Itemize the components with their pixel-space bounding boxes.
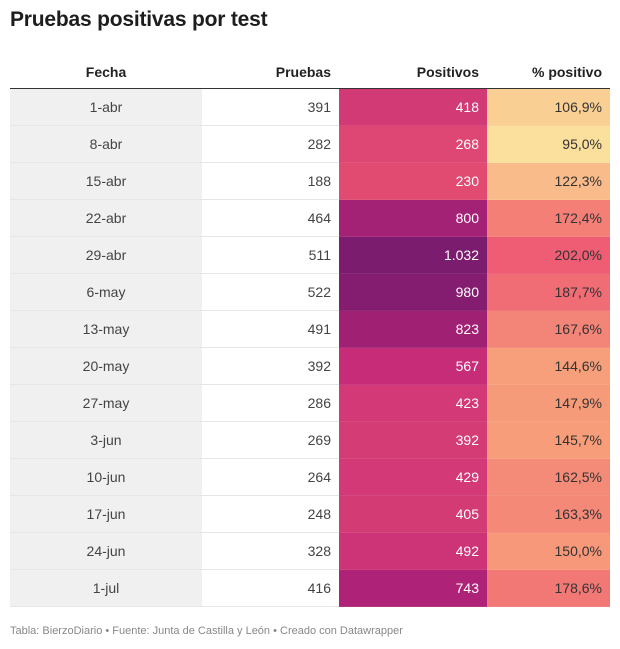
cell-pruebas: 248 bbox=[202, 495, 339, 533]
cell-pruebas: 464 bbox=[202, 199, 339, 237]
cell-pruebas: 264 bbox=[202, 458, 339, 496]
cell-fecha: 22-abr bbox=[10, 199, 202, 237]
table-row: 13-may 491 823 167,6% bbox=[10, 310, 610, 348]
footer-credits: Tabla: BierzoDiario • Fuente: Junta de C… bbox=[10, 625, 403, 637]
cell-positivos: 743 bbox=[339, 569, 487, 607]
table-row: 6-may 522 980 187,7% bbox=[10, 273, 610, 311]
cell-fecha: 27-may bbox=[10, 384, 202, 422]
cell-fecha: 29-abr bbox=[10, 236, 202, 274]
cell-pruebas: 416 bbox=[202, 569, 339, 607]
cell-positivos: 268 bbox=[339, 125, 487, 163]
cell-pruebas: 391 bbox=[202, 88, 339, 126]
cell-pruebas: 392 bbox=[202, 347, 339, 385]
column-header-pruebas[interactable]: Pruebas bbox=[202, 56, 339, 89]
cell-pruebas: 328 bbox=[202, 532, 339, 570]
cell-positivos: 429 bbox=[339, 458, 487, 496]
cell-fecha: 13-may bbox=[10, 310, 202, 348]
cell-pct-positivo: 150,0% bbox=[487, 532, 610, 570]
cell-positivos: 823 bbox=[339, 310, 487, 348]
table-row: 24-jun 328 492 150,0% bbox=[10, 532, 610, 570]
cell-pct-positivo: 202,0% bbox=[487, 236, 610, 274]
cell-positivos: 567 bbox=[339, 347, 487, 385]
cell-positivos: 405 bbox=[339, 495, 487, 533]
cell-fecha: 1-jul bbox=[10, 569, 202, 607]
cell-pruebas: 491 bbox=[202, 310, 339, 348]
cell-positivos: 1.032 bbox=[339, 236, 487, 274]
cell-positivos: 392 bbox=[339, 421, 487, 459]
cell-pct-positivo: 167,6% bbox=[487, 310, 610, 348]
cell-fecha: 8-abr bbox=[10, 125, 202, 163]
cell-positivos: 230 bbox=[339, 162, 487, 200]
table-row: 1-jul 416 743 178,6% bbox=[10, 569, 610, 607]
cell-positivos: 980 bbox=[339, 273, 487, 311]
cell-fecha: 17-jun bbox=[10, 495, 202, 533]
cell-fecha: 6-may bbox=[10, 273, 202, 311]
header-row: Fecha Pruebas Positivos % positivo bbox=[10, 56, 610, 89]
table-row: 15-abr 188 230 122,3% bbox=[10, 162, 610, 200]
column-header-positivos[interactable]: Positivos bbox=[339, 56, 487, 89]
cell-pruebas: 286 bbox=[202, 384, 339, 422]
cell-pruebas: 269 bbox=[202, 421, 339, 459]
cell-fecha: 1-abr bbox=[10, 88, 202, 126]
cell-positivos: 423 bbox=[339, 384, 487, 422]
table-row: 20-may 392 567 144,6% bbox=[10, 347, 610, 385]
cell-pct-positivo: 187,7% bbox=[487, 273, 610, 311]
cell-positivos: 492 bbox=[339, 532, 487, 570]
cell-fecha: 20-may bbox=[10, 347, 202, 385]
table-row: 8-abr 282 268 95,0% bbox=[10, 125, 610, 163]
cell-pct-positivo: 163,3% bbox=[487, 495, 610, 533]
cell-pruebas: 188 bbox=[202, 162, 339, 200]
data-table: Fecha Pruebas Positivos % positivo 1-abr… bbox=[10, 56, 610, 607]
table-row: 3-jun 269 392 145,7% bbox=[10, 421, 610, 459]
cell-positivos: 418 bbox=[339, 88, 487, 126]
cell-pct-positivo: 172,4% bbox=[487, 199, 610, 237]
cell-fecha: 3-jun bbox=[10, 421, 202, 459]
cell-fecha: 10-jun bbox=[10, 458, 202, 496]
table-row: 10-jun 264 429 162,5% bbox=[10, 458, 610, 496]
chart-title: Pruebas positivas por test bbox=[10, 8, 268, 31]
table-row: 27-may 286 423 147,9% bbox=[10, 384, 610, 422]
cell-positivos: 800 bbox=[339, 199, 487, 237]
table-row: 22-abr 464 800 172,4% bbox=[10, 199, 610, 237]
table-row: 29-abr 511 1.032 202,0% bbox=[10, 236, 610, 274]
table-body: 1-abr 391 418 106,9% 8-abr 282 268 95,0% 15-abr 1… bbox=[10, 88, 610, 607]
cell-pruebas: 282 bbox=[202, 125, 339, 163]
table-row: 17-jun 248 405 163,3% bbox=[10, 495, 610, 533]
cell-pct-positivo: 95,0% bbox=[487, 125, 610, 163]
table-row: 1-abr 391 418 106,9% bbox=[10, 88, 610, 126]
cell-pct-positivo: 144,6% bbox=[487, 347, 610, 385]
cell-pct-positivo: 106,9% bbox=[487, 88, 610, 126]
cell-fecha: 15-abr bbox=[10, 162, 202, 200]
column-header-fecha[interactable]: Fecha bbox=[10, 56, 202, 89]
cell-pct-positivo: 147,9% bbox=[487, 384, 610, 422]
cell-pct-positivo: 145,7% bbox=[487, 421, 610, 459]
cell-fecha: 24-jun bbox=[10, 532, 202, 570]
cell-pct-positivo: 178,6% bbox=[487, 569, 610, 607]
cell-pct-positivo: 122,3% bbox=[487, 162, 610, 200]
cell-pruebas: 522 bbox=[202, 273, 339, 311]
cell-pct-positivo: 162,5% bbox=[487, 458, 610, 496]
cell-pruebas: 511 bbox=[202, 236, 339, 274]
column-header-pct-positivo[interactable]: % positivo bbox=[487, 56, 610, 89]
